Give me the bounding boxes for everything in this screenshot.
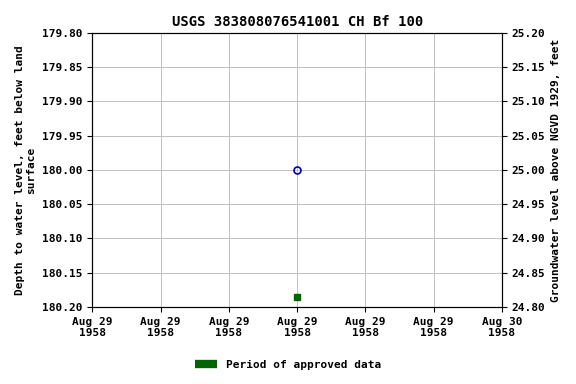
- Legend: Period of approved data: Period of approved data: [191, 356, 385, 375]
- Title: USGS 383808076541001 CH Bf 100: USGS 383808076541001 CH Bf 100: [172, 15, 423, 29]
- Y-axis label: Depth to water level, feet below land
surface: Depth to water level, feet below land su…: [15, 45, 37, 295]
- Y-axis label: Groundwater level above NGVD 1929, feet: Groundwater level above NGVD 1929, feet: [551, 38, 561, 301]
